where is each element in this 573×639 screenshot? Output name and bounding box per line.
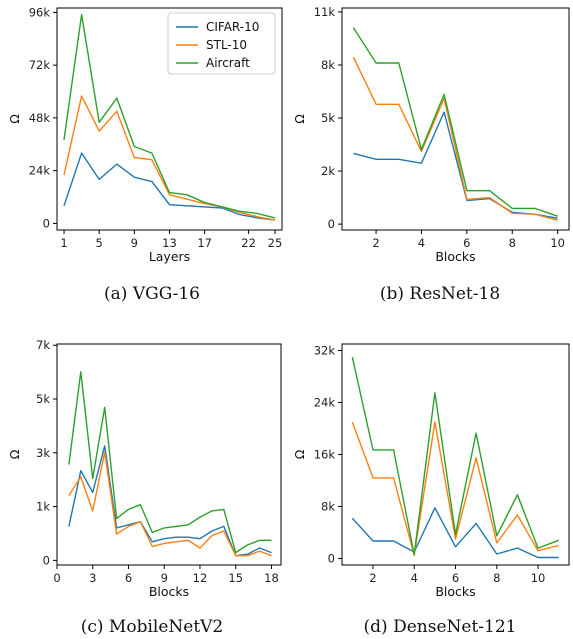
- y-tick-label: 0: [43, 216, 50, 230]
- x-axis-label: Blocks: [435, 584, 475, 599]
- x-tick-label: 13: [162, 236, 177, 250]
- x-tick-label: 4: [411, 571, 418, 585]
- x-tick-label: 9: [131, 236, 138, 250]
- y-tick-label: 8k: [321, 58, 335, 72]
- x-tick-label: 15: [228, 571, 243, 585]
- series-line-stl-10: [63, 95, 276, 221]
- series-line-aircraft: [63, 13, 276, 219]
- y-tick-label: 96k: [29, 5, 51, 19]
- series-line-stl-10: [352, 56, 558, 221]
- series-line-cifar-10: [353, 111, 558, 219]
- y-tick-label: 5k: [321, 111, 335, 125]
- x-tick-label: 8: [493, 571, 500, 585]
- y-tick-label: 24k: [314, 396, 336, 410]
- y-tick-label: 32k: [314, 344, 336, 358]
- y-tick-label: 48k: [29, 111, 51, 125]
- subfigure-caption: (a) VGG-16: [104, 284, 200, 304]
- chart-panel-1: 1 5 9 13 17 22 25 0 24k 48k 72k 96k Layers Ω (a) VGG-1…: [7, 5, 283, 304]
- x-tick-label: 25: [268, 236, 283, 250]
- series-line-cifar-10: [63, 152, 276, 221]
- plot-frame: [56, 343, 282, 566]
- subfigure-caption: (b) ResNet-18: [380, 284, 500, 304]
- x-tick-label: 3: [89, 571, 96, 585]
- x-tick-label: 4: [418, 236, 425, 250]
- x-tick-label: 9: [161, 571, 168, 585]
- series-line-aircraft: [351, 356, 559, 556]
- y-axis-label: Ω: [7, 449, 22, 459]
- x-tick-label: 0: [53, 571, 60, 585]
- subfigure-caption: (c) MobileNetV2: [81, 617, 224, 637]
- x-axis-label: Blocks: [149, 584, 189, 599]
- chart-panel-4: 2 4 6 8 10 0 8k 16k 24k 32k Blocks Ω (d) DenseNet-12…: [292, 343, 570, 637]
- series-line-aircraft: [352, 27, 558, 217]
- x-axis-label: Layers: [149, 249, 190, 264]
- y-tick-label: 1k: [36, 500, 50, 514]
- y-tick-label: 2k: [321, 164, 335, 178]
- legend-box: [167, 12, 276, 75]
- x-tick-label: 6: [125, 571, 132, 585]
- y-tick-label: 0: [43, 553, 50, 567]
- x-axis-label: Blocks: [435, 249, 475, 264]
- x-tick-label: 6: [452, 571, 459, 585]
- y-tick-label: 16k: [314, 448, 336, 462]
- y-tick-label: 24k: [29, 164, 51, 178]
- x-tick-label: 18: [264, 571, 279, 585]
- y-axis-label: Ω: [7, 114, 22, 124]
- y-tick-label: 0: [328, 552, 335, 566]
- plot-frame: [341, 7, 570, 231]
- legend: CIFAR-10 STL-10 Aircraft: [167, 12, 276, 75]
- y-axis-label: Ω: [292, 449, 307, 459]
- x-tick-label: 1: [60, 236, 67, 250]
- legend-label: CIFAR-10: [206, 20, 259, 34]
- y-tick-label: 72k: [29, 58, 51, 72]
- x-tick-label: 6: [463, 236, 470, 250]
- y-tick-label: 7k: [36, 338, 50, 352]
- x-tick-label: 8: [509, 236, 516, 250]
- x-tick-label: 5: [96, 236, 103, 250]
- y-tick-label: 5k: [36, 392, 50, 406]
- legend-label: Aircraft: [206, 56, 250, 70]
- series-line-cifar-10: [351, 507, 559, 559]
- x-tick-label: 10: [550, 236, 565, 250]
- x-tick-label: 12: [193, 571, 208, 585]
- series-line-stl-10: [351, 421, 559, 556]
- y-tick-label: 0: [328, 217, 335, 231]
- series-line-cifar-10: [68, 445, 272, 557]
- series-line-aircraft: [68, 371, 272, 554]
- x-tick-label: 2: [369, 571, 376, 585]
- y-tick-label: 11k: [314, 5, 336, 19]
- legend-label: STL-10: [206, 38, 247, 52]
- x-tick-label: 17: [197, 236, 212, 250]
- x-tick-label: 2: [372, 236, 379, 250]
- x-tick-label: 10: [531, 571, 546, 585]
- chart-panel-3: 0 3 6 9 12 15 18 0 1k 3k 5k 7k Blocks Ω (c) MobileNetV…: [7, 338, 282, 637]
- y-tick-label: 8k: [321, 500, 335, 514]
- x-tick-label: 22: [241, 236, 256, 250]
- y-axis-label: Ω: [292, 114, 307, 124]
- y-tick-label: 3k: [36, 446, 50, 460]
- series-line-stl-10: [68, 451, 272, 557]
- chart-panel-2: 2 4 6 8 10 0 2k 5k 8k 11k Blocks Ω (b) ResNet-18: [292, 5, 570, 304]
- subfigure-caption: (d) DenseNet-121: [364, 617, 517, 637]
